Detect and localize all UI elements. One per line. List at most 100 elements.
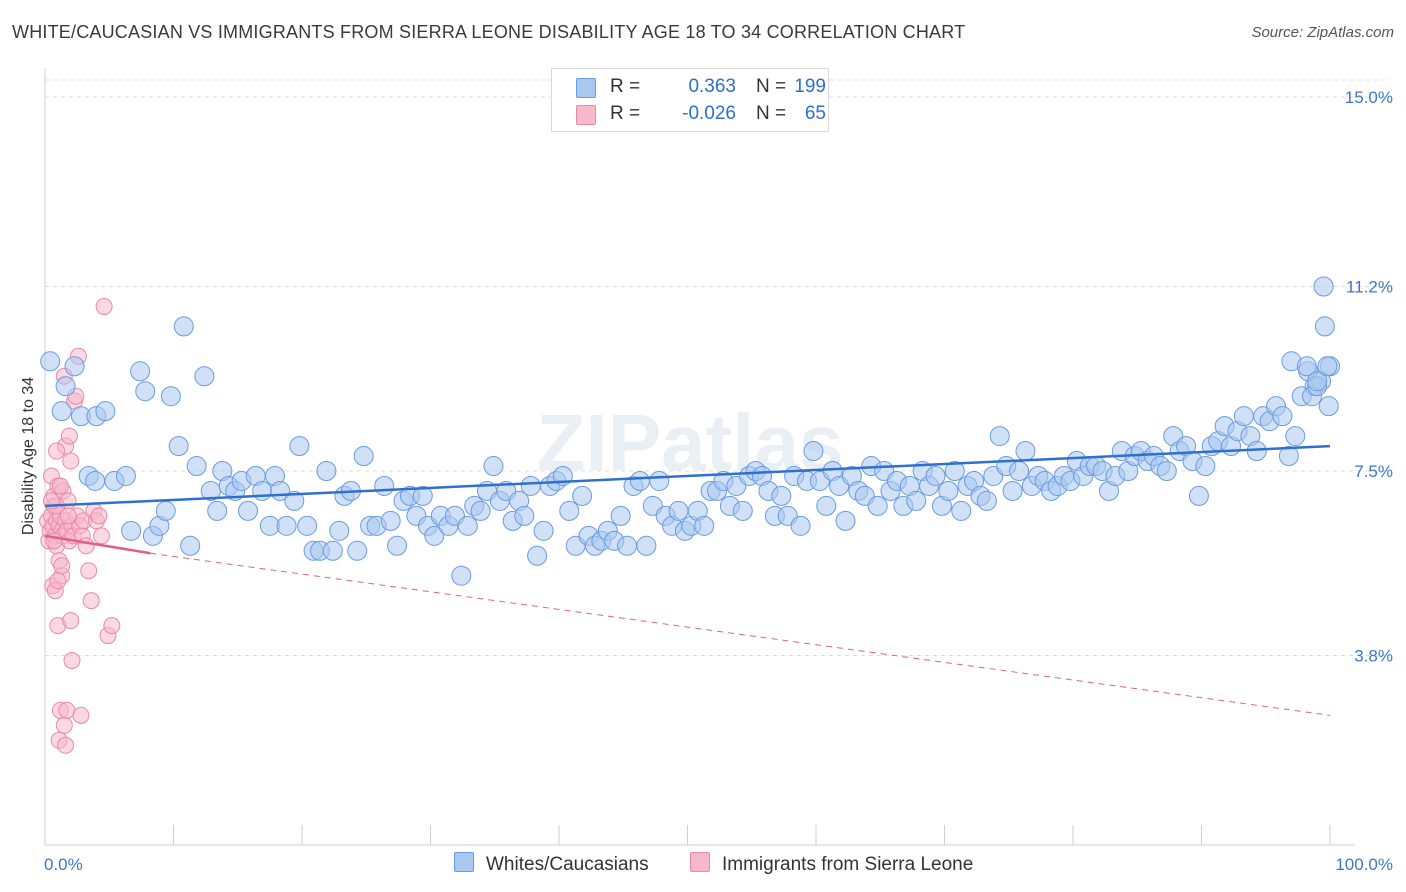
data-point-whites xyxy=(259,515,280,536)
data-point-whites xyxy=(194,366,215,387)
data-point-whites xyxy=(55,376,76,397)
data-point-whites xyxy=(470,500,491,521)
y-axis-title: Disability Age 18 to 34 xyxy=(20,377,37,535)
data-point-whites xyxy=(1314,316,1335,337)
data-point-whites xyxy=(168,436,189,457)
data-point-whites xyxy=(803,441,824,462)
trend-line-whites xyxy=(44,444,1331,508)
y-tick-label: 11.2% xyxy=(1346,277,1393,296)
data-point-whites xyxy=(1313,276,1334,297)
chart-title: WHITE/CAUCASIAN VS IMMIGRANTS FROM SIERR… xyxy=(12,22,966,42)
data-point-whites xyxy=(1272,406,1293,427)
x-tick-label: 0.0% xyxy=(44,855,83,874)
data-point-whites xyxy=(636,535,657,556)
axes xyxy=(44,68,1355,846)
legend-n-label: N = xyxy=(756,76,787,97)
data-point-whites xyxy=(1002,480,1023,501)
data-point-whites xyxy=(1278,446,1299,467)
data-point-whites xyxy=(316,461,337,481)
data-point-whites xyxy=(989,426,1010,447)
data-point-whites xyxy=(1009,461,1030,481)
data-point-sierra-leone xyxy=(58,701,76,719)
data-point-whites xyxy=(694,515,715,536)
trend-lines xyxy=(44,444,1331,716)
stats-legend: R = 0.363 N = 199 R = -0.026 N = 65 xyxy=(551,68,829,132)
data-point-sierra-leone xyxy=(95,297,113,315)
data-point-whites xyxy=(322,540,343,561)
legend-r-value: 0.363 xyxy=(688,76,736,97)
data-point-sierra-leone xyxy=(90,507,108,525)
data-point-sierra-leone xyxy=(103,617,121,635)
bottom-legend-whites: Whites/Caucasians xyxy=(454,852,649,876)
data-point-whites xyxy=(284,490,305,511)
bottom-legend-swatch-whites xyxy=(454,852,474,872)
data-point-sierra-leone xyxy=(59,507,77,525)
data-point-whites xyxy=(238,500,259,521)
data-point-whites xyxy=(387,535,408,556)
data-point-sierra-leone xyxy=(80,562,98,580)
x-tick-label: 100.0% xyxy=(1335,855,1393,874)
data-point-sierra-leone xyxy=(62,452,80,470)
data-point-sierra-leone xyxy=(62,612,80,630)
data-point-sierra-leone xyxy=(63,651,81,669)
source-label: Source: ZipAtlas.com xyxy=(1251,24,1394,41)
data-point-whites xyxy=(115,465,136,486)
series-whites xyxy=(40,276,1340,586)
legend-r-value: -0.026 xyxy=(682,103,736,124)
data-point-whites xyxy=(1317,356,1338,377)
data-point-whites xyxy=(457,515,478,536)
data-point-sierra-leone xyxy=(60,427,78,445)
trend-line-sierra-leone-extended xyxy=(150,552,1331,716)
data-point-whites xyxy=(1246,441,1267,462)
data-point-whites xyxy=(40,351,61,372)
data-point-whites xyxy=(790,515,811,536)
data-point-whites xyxy=(732,500,753,521)
data-point-whites xyxy=(629,470,650,491)
data-point-whites xyxy=(572,485,593,506)
data-point-whites xyxy=(276,515,297,536)
data-point-whites xyxy=(173,316,194,337)
data-point-whites xyxy=(1307,371,1328,392)
data-point-sierra-leone xyxy=(72,706,90,724)
data-point-whites xyxy=(617,535,638,556)
data-point-whites xyxy=(64,356,85,377)
data-point-whites xyxy=(135,381,156,402)
legend-swatch-whites xyxy=(576,78,596,98)
legend-n-label: N = xyxy=(756,103,787,124)
data-point-whites xyxy=(155,500,176,521)
data-point-whites xyxy=(483,456,504,477)
data-point-whites xyxy=(816,495,837,516)
data-point-whites xyxy=(412,485,433,506)
data-point-whites xyxy=(1296,356,1317,377)
y-tick-labels: 3.8% 7.5% 11.2% 15.0% xyxy=(1345,88,1393,666)
data-point-whites xyxy=(121,520,142,541)
x-tick-labels: 0.0% 100.0% xyxy=(44,855,1393,874)
data-point-whites xyxy=(649,470,670,491)
data-point-sierra-leone xyxy=(53,557,71,575)
legend-n-value: 65 xyxy=(804,103,826,124)
data-point-whites xyxy=(1015,441,1036,462)
data-point-whites xyxy=(906,490,927,511)
data-point-sierra-leone xyxy=(82,592,100,610)
data-point-whites xyxy=(186,456,207,477)
legend-r-label: R = xyxy=(610,76,641,97)
data-point-sierra-leone xyxy=(48,442,66,460)
data-point-whites xyxy=(180,535,201,556)
data-point-whites xyxy=(424,525,445,546)
data-point-sierra-leone xyxy=(49,572,67,590)
y-tick-label: 3.8% xyxy=(1354,647,1393,666)
data-point-whites xyxy=(867,495,888,516)
legend-swatch-sierra-leone xyxy=(576,105,596,125)
data-point-sierra-leone xyxy=(55,716,73,734)
data-point-whites xyxy=(520,475,541,496)
data-point-whites xyxy=(610,505,631,526)
legend-n-value: 199 xyxy=(794,76,826,97)
gridlines xyxy=(45,79,1390,657)
data-point-whites xyxy=(451,565,472,586)
data-point-whites xyxy=(374,475,395,496)
data-point-whites xyxy=(207,500,228,521)
data-point-sierra-leone xyxy=(93,527,111,545)
data-point-whites xyxy=(771,485,792,506)
data-point-whites xyxy=(976,490,997,511)
